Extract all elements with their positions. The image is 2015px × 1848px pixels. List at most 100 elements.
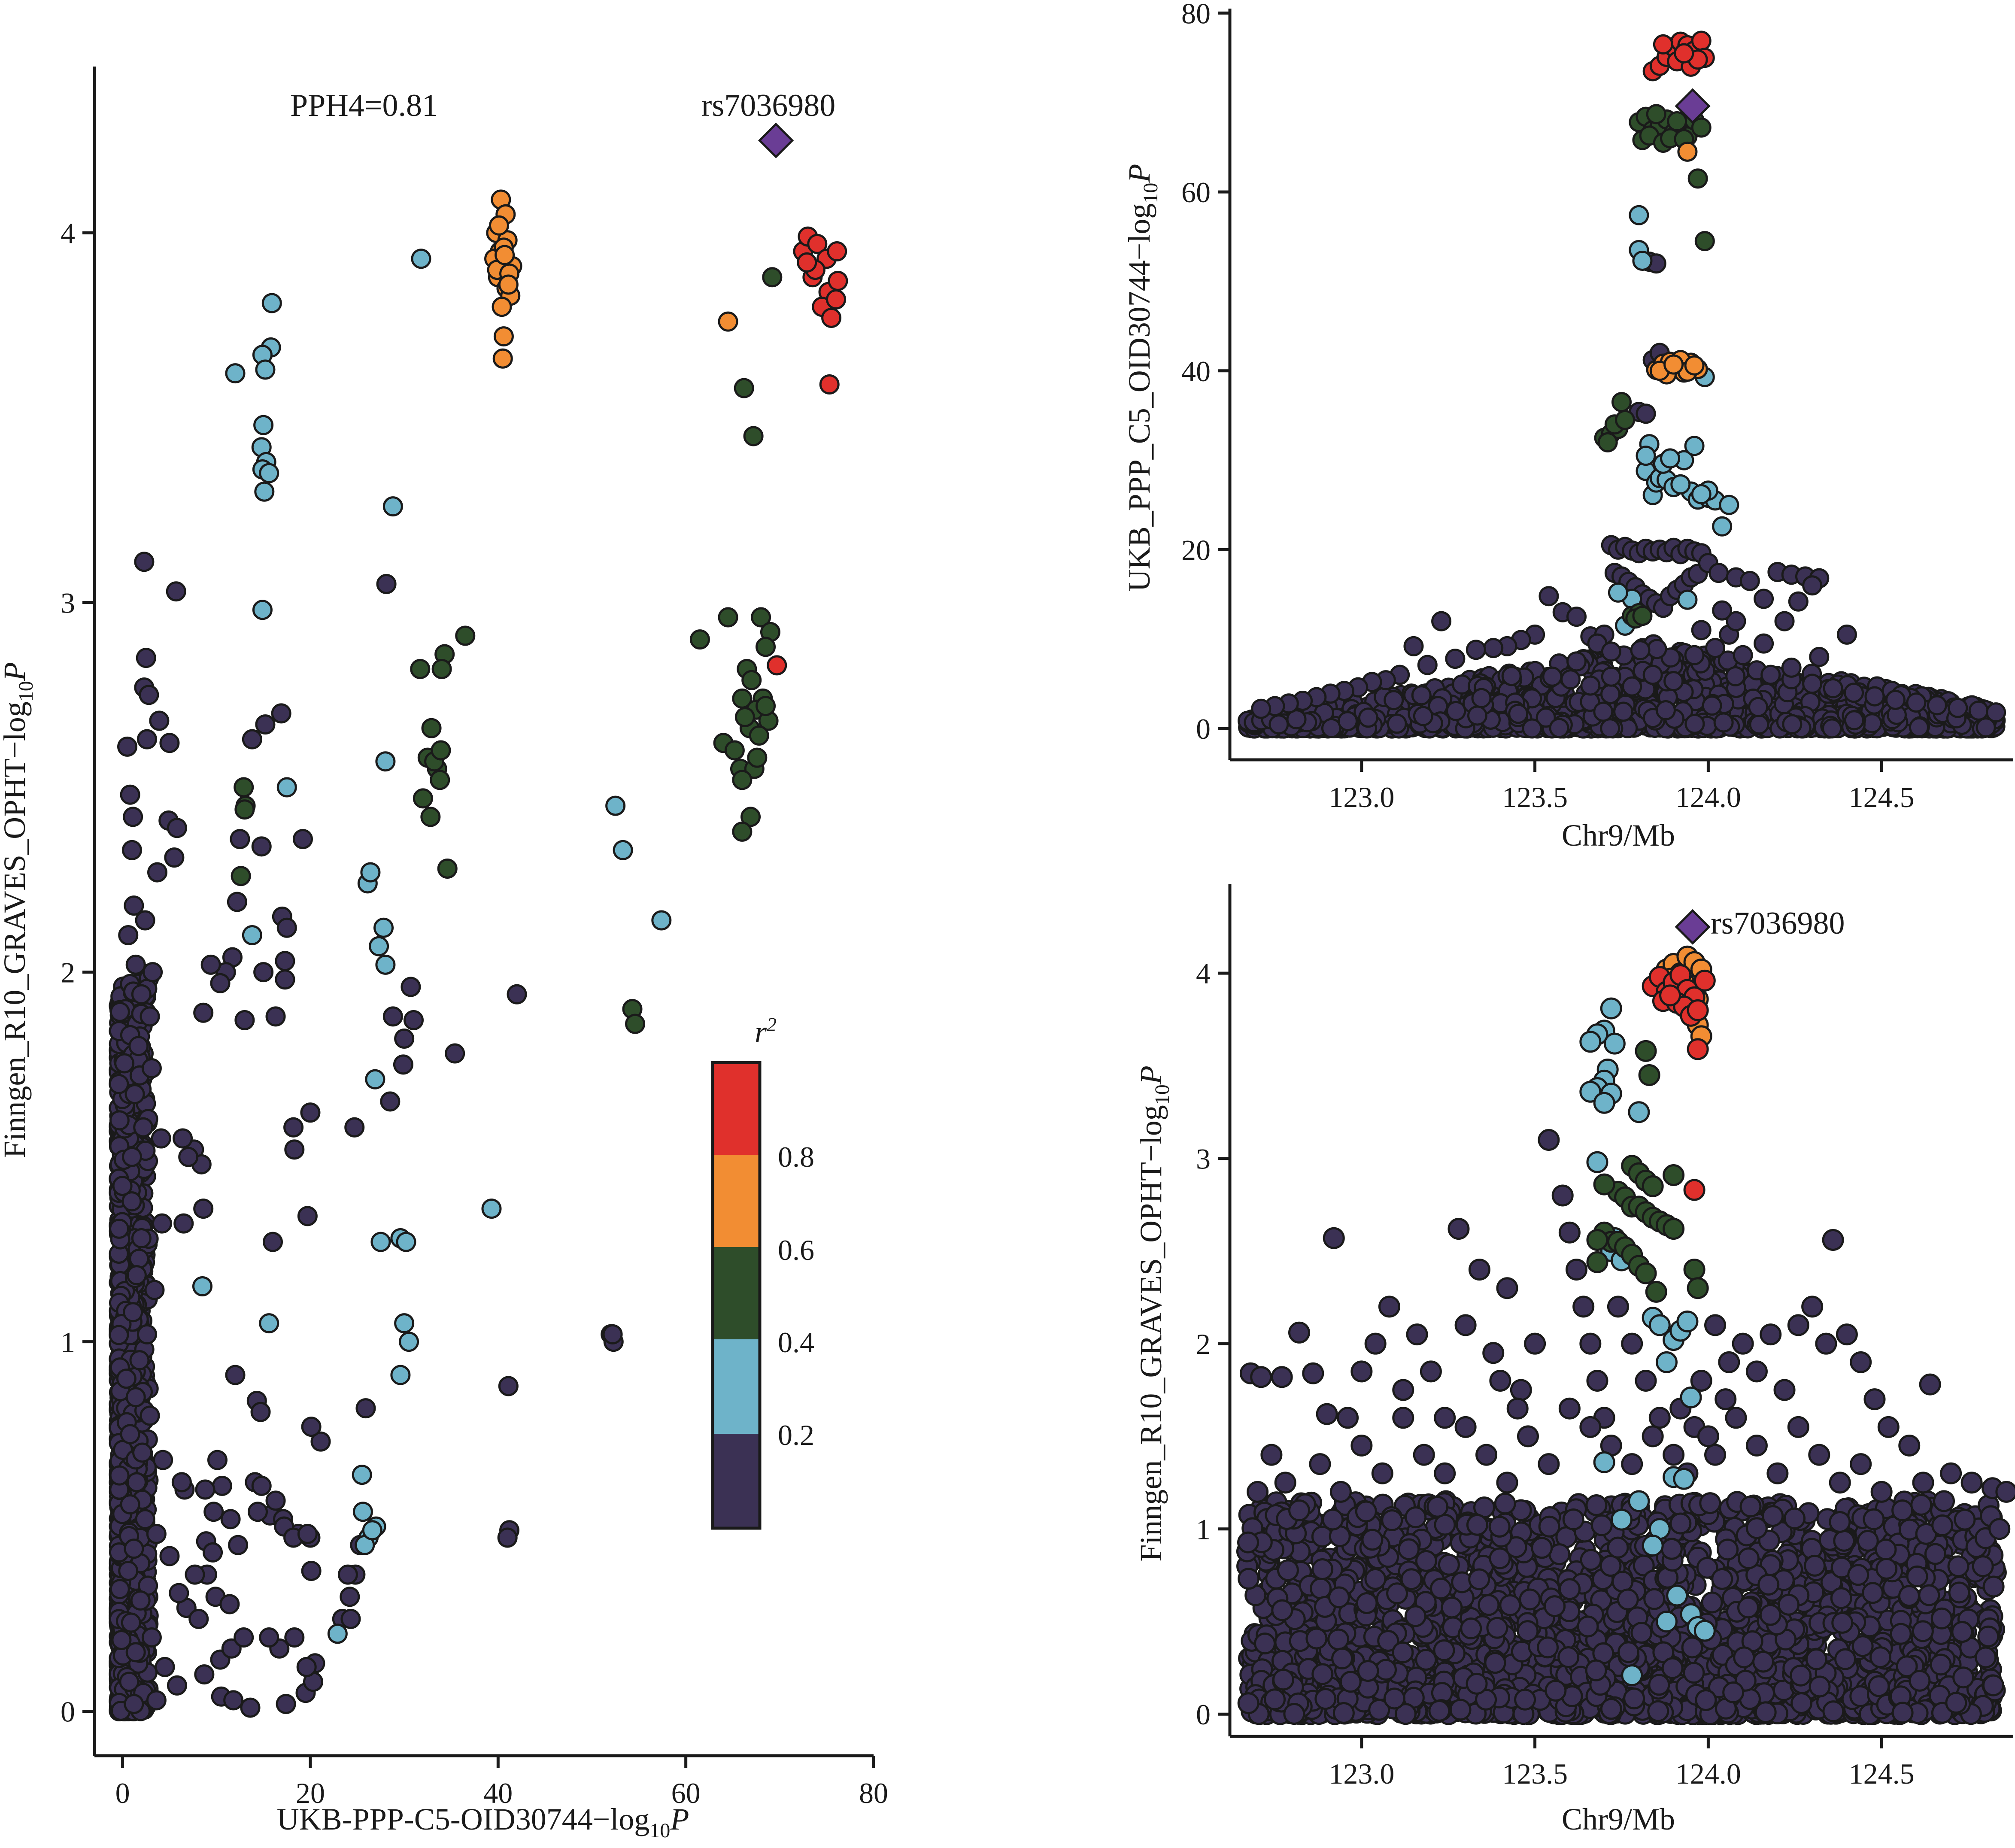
snp-point-background bbox=[1699, 1492, 1721, 1514]
snp-point-r2-bin-2 bbox=[689, 629, 710, 650]
snp-point-r2-bin-0 bbox=[283, 1117, 304, 1138]
snp-point-r2-bin-0 bbox=[275, 969, 295, 990]
snp-point-r2-bin-0 bbox=[128, 1036, 149, 1056]
snp-point-r2-bin-0 bbox=[137, 729, 157, 750]
snp-point-r2-bin-1 bbox=[261, 293, 282, 313]
y-tick-label-1: 1 bbox=[1196, 1513, 1211, 1546]
snp-point-r2-bin-0 bbox=[271, 703, 291, 724]
snp-point-background bbox=[1684, 713, 1705, 734]
snp-point-background bbox=[1975, 1646, 1997, 1669]
snp-point-r2-bin-1 bbox=[411, 249, 431, 269]
snp-point-r2-bin-4 bbox=[826, 289, 847, 310]
snp-point-r2-bin-3 bbox=[492, 297, 512, 317]
snp-point-r2-bin-4 bbox=[767, 655, 787, 676]
snp-point-r2-bin-4 bbox=[819, 374, 840, 395]
snp-point-background bbox=[1613, 701, 1634, 722]
snp-point-r2-bin-0 bbox=[121, 1147, 142, 1167]
x-tick-label-40: 40 bbox=[483, 1777, 513, 1809]
y-tick-label-0: 0 bbox=[61, 1696, 75, 1728]
snp-point-r2-bin-0 bbox=[259, 1627, 279, 1648]
snp-point-r2-bin-0 bbox=[393, 1054, 413, 1075]
snp-point-r2-bin-1 bbox=[254, 481, 275, 502]
snp-point-r2-bin-0 bbox=[498, 1376, 519, 1396]
snp-point-r2-bin-1 bbox=[651, 910, 672, 931]
x-tick-label-124.0: 124.0 bbox=[1675, 781, 1741, 813]
snp-point-background bbox=[114, 1053, 135, 1074]
snp-point-r2-bin-0 bbox=[1622, 676, 1642, 697]
pph4-annotation: PPH4=0.81 bbox=[290, 88, 438, 123]
colorbar-bin-0-0.2 bbox=[713, 1434, 760, 1528]
snp-point-r2-bin-0 bbox=[247, 1502, 268, 1522]
colorbar-title-sup: 2 bbox=[767, 1014, 777, 1035]
snp-point-background bbox=[129, 1248, 149, 1269]
x-tick-label-124.5: 124.5 bbox=[1849, 1757, 1915, 1790]
snp-point-r2-bin-0 bbox=[227, 892, 247, 912]
scatter-x-axis-label-sub: 10 bbox=[649, 1819, 670, 1842]
colorbar-bin-0.2-0.4 bbox=[713, 1339, 760, 1434]
snp-point-r2-bin-0 bbox=[337, 1564, 358, 1585]
snp-point-r2-bin-4 bbox=[827, 241, 847, 262]
snp-point-r2-bin-1 bbox=[1719, 495, 1739, 515]
colorbar-bin-0.8-1.0 bbox=[713, 1062, 760, 1155]
locus-top-y-axis-label-p: P bbox=[1122, 164, 1156, 183]
snp-point-r2-bin-2 bbox=[431, 740, 451, 761]
r2-colorbar-legend: r2 0.2 0.4 0.6 0.8 bbox=[711, 1014, 814, 1530]
snp-point-r2-bin-0 bbox=[1684, 645, 1705, 665]
y-tick-label-2: 2 bbox=[61, 956, 75, 989]
snp-point-r2-bin-0 bbox=[141, 1058, 162, 1078]
snp-point-r2-bin-0 bbox=[173, 1128, 193, 1149]
snp-point-r2-bin-0 bbox=[118, 925, 139, 945]
snp-point-r2-bin-0 bbox=[401, 977, 421, 997]
snp-point-r2-bin-1 bbox=[365, 1069, 385, 1089]
snp-point-background bbox=[1310, 1577, 1332, 1599]
snp-point-r2-bin-1 bbox=[362, 1520, 382, 1541]
snp-point-r2-bin-2 bbox=[625, 1014, 646, 1034]
snp-point-r2-bin-0 bbox=[255, 714, 276, 735]
snp-point-r2-bin-0 bbox=[1445, 649, 1466, 669]
snp-point-r2-bin-1 bbox=[1684, 436, 1705, 456]
snp-point-r2-bin-0 bbox=[133, 1117, 154, 1138]
snp-point-r2-bin-1 bbox=[605, 795, 626, 816]
snp-point-background bbox=[1982, 1674, 2004, 1696]
snp-point-r2-bin-0 bbox=[1864, 686, 1885, 707]
snp-point-r2-bin-0 bbox=[223, 1690, 244, 1711]
snp-point-background bbox=[1623, 1687, 1645, 1710]
snp-point-r2-bin-0 bbox=[140, 1006, 160, 1027]
snp-point-r2-bin-0 bbox=[1712, 600, 1733, 621]
snp-point-background bbox=[1549, 718, 1569, 738]
snp-point-r2-bin-0 bbox=[151, 1128, 171, 1149]
snp-point-r2-bin-0 bbox=[126, 1472, 147, 1493]
snp-point-r2-bin-2 bbox=[421, 718, 442, 738]
snp-point-r2-bin-0 bbox=[153, 1450, 173, 1470]
snp-point-r2-bin-1 bbox=[375, 751, 396, 772]
snp-point-r2-bin-0 bbox=[1431, 611, 1452, 631]
scatter-y-axis-label-p: P bbox=[0, 662, 32, 681]
snp-point-background bbox=[1489, 1547, 1511, 1569]
snp-point-r2-bin-0 bbox=[228, 1535, 249, 1555]
snp-point-background bbox=[109, 1074, 129, 1094]
snp-point-r2-bin-0 bbox=[131, 984, 152, 1004]
snp-point-background bbox=[1471, 688, 1492, 708]
snp-point-r2-bin-0 bbox=[265, 1006, 286, 1027]
snp-point-r2-bin-0 bbox=[167, 1675, 187, 1696]
snp-point-r2-bin-1 bbox=[253, 415, 274, 435]
snp-point-background bbox=[1305, 1627, 1328, 1650]
scatter-lead-snp-label: rs7036980 bbox=[701, 88, 835, 123]
snp-point-r2-bin-0 bbox=[1580, 675, 1601, 696]
snp-point-r2-bin-1 bbox=[1712, 516, 1733, 537]
snp-point-r2-bin-4 bbox=[797, 252, 817, 273]
snp-point-r2-bin-1 bbox=[1660, 448, 1681, 469]
snp-point-r2-bin-0 bbox=[1802, 674, 1823, 694]
snp-point-r2-bin-1 bbox=[1670, 474, 1691, 495]
snp-point-background bbox=[109, 1218, 130, 1239]
snp-point-r2-bin-2 bbox=[455, 625, 476, 646]
snp-point-r2-bin-0 bbox=[185, 1564, 205, 1585]
snp-point-background bbox=[1327, 1628, 1350, 1651]
snp-point-r2-bin-2 bbox=[1611, 392, 1632, 413]
lead-snp-diamond bbox=[758, 122, 794, 158]
snp-point-r2-bin-0 bbox=[380, 1091, 401, 1112]
snp-point-r2-bin-0 bbox=[497, 1527, 518, 1548]
snp-point-background bbox=[1822, 718, 1842, 739]
snp-point-r2-bin-0 bbox=[394, 1029, 415, 1049]
